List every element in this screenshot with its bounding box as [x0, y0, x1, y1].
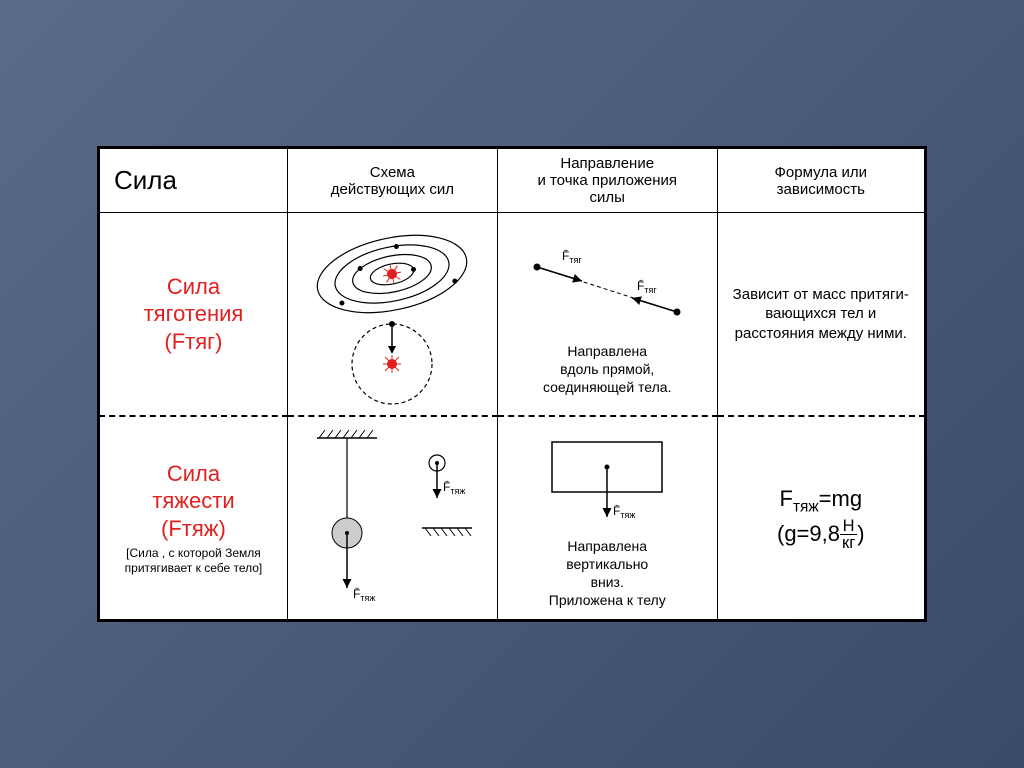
- header-direction: Направление и точка приложения силы: [497, 149, 717, 213]
- physics-forces-table: Сила Схема действующих сил Направление и…: [97, 146, 927, 622]
- header-row: Сила Схема действующих сил Направление и…: [100, 149, 925, 213]
- cell-gravity-schema: F̄тяж F̄тяж: [287, 416, 497, 620]
- cell-gravity-formula: Fтяж=mg (g=9,8Нкг): [717, 416, 924, 620]
- cell-gravitation-formula: Зависит от масс притяги-вающихся тел и р…: [717, 213, 924, 417]
- cell-gravitation-direction: F̄тяг F̄тяг Направлена вдоль прямой, сое…: [497, 213, 717, 417]
- gravity-name: Сила тяжести (Fтяж): [104, 460, 283, 543]
- header-force: Сила: [100, 149, 288, 213]
- gravity-name-l2: тяжести: [152, 488, 234, 513]
- gravitation-direction-text: Направлена вдоль прямой, соединяющей тел…: [502, 342, 713, 397]
- forces-table: Сила Схема действующих сил Направление и…: [99, 148, 925, 620]
- svg-text:F̄тяж: F̄тяж: [443, 480, 465, 496]
- cell-gravity-name: Сила тяжести (Fтяж) [Сила , с которой Зе…: [100, 416, 288, 620]
- gravity-direction-text: Направлена вертикально вниз. Приложена к…: [502, 537, 713, 610]
- gravitation-name-l2: тяготения: [144, 301, 244, 326]
- hanging-falling-diagram: F̄тяж F̄тяж: [292, 423, 492, 613]
- svg-text:F̄тяж: F̄тяж: [353, 587, 375, 603]
- two-body-diagram: F̄тяг F̄тяг: [507, 232, 707, 342]
- rect-arrow-diagram: F̄тяж: [507, 427, 707, 537]
- row-gravitation: Сила тяготения (Fтяг): [100, 213, 925, 417]
- cell-gravitation-name: Сила тяготения (Fтяг): [100, 213, 288, 417]
- orbit-diagram: [292, 219, 492, 409]
- header-direction-text: Направление и точка приложения силы: [537, 155, 677, 206]
- cell-gravity-direction: F̄тяж Направлена вертикально вниз. Прило…: [497, 416, 717, 620]
- gravity-name-l1: Сила: [167, 461, 220, 486]
- gravitation-formula-text: Зависит от масс притяги-вающихся тел и р…: [722, 285, 920, 344]
- header-schema: Схема действующих сил: [287, 149, 497, 213]
- cell-gravitation-schema: [287, 213, 497, 417]
- gravity-name-l3: (Fтяж): [161, 516, 226, 541]
- header-formula-text: Формула или зависимость: [775, 164, 868, 198]
- unit-n: Н: [840, 518, 857, 536]
- header-formula: Формула или зависимость: [717, 149, 924, 213]
- gravity-note: [Сила , с которой Земля притягивает к се…: [104, 546, 283, 576]
- svg-text:F̄тяг: F̄тяг: [637, 279, 657, 295]
- svg-text:F̄тяг: F̄тяг: [562, 249, 582, 265]
- gravitation-name-l1: Сила: [167, 274, 220, 299]
- gravity-formula: Fтяж=mg (g=9,8Нкг): [722, 484, 920, 552]
- unit-d: кг: [840, 535, 857, 552]
- header-schema-text: Схема действующих сил: [331, 164, 454, 198]
- row-gravity: Сила тяжести (Fтяж) [Сила , с которой Зе…: [100, 416, 925, 620]
- gravitation-name-l3: (Fтяг): [164, 329, 222, 354]
- gravitation-name: Сила тяготения (Fтяг): [104, 273, 283, 356]
- svg-text:F̄тяж: F̄тяж: [613, 504, 635, 520]
